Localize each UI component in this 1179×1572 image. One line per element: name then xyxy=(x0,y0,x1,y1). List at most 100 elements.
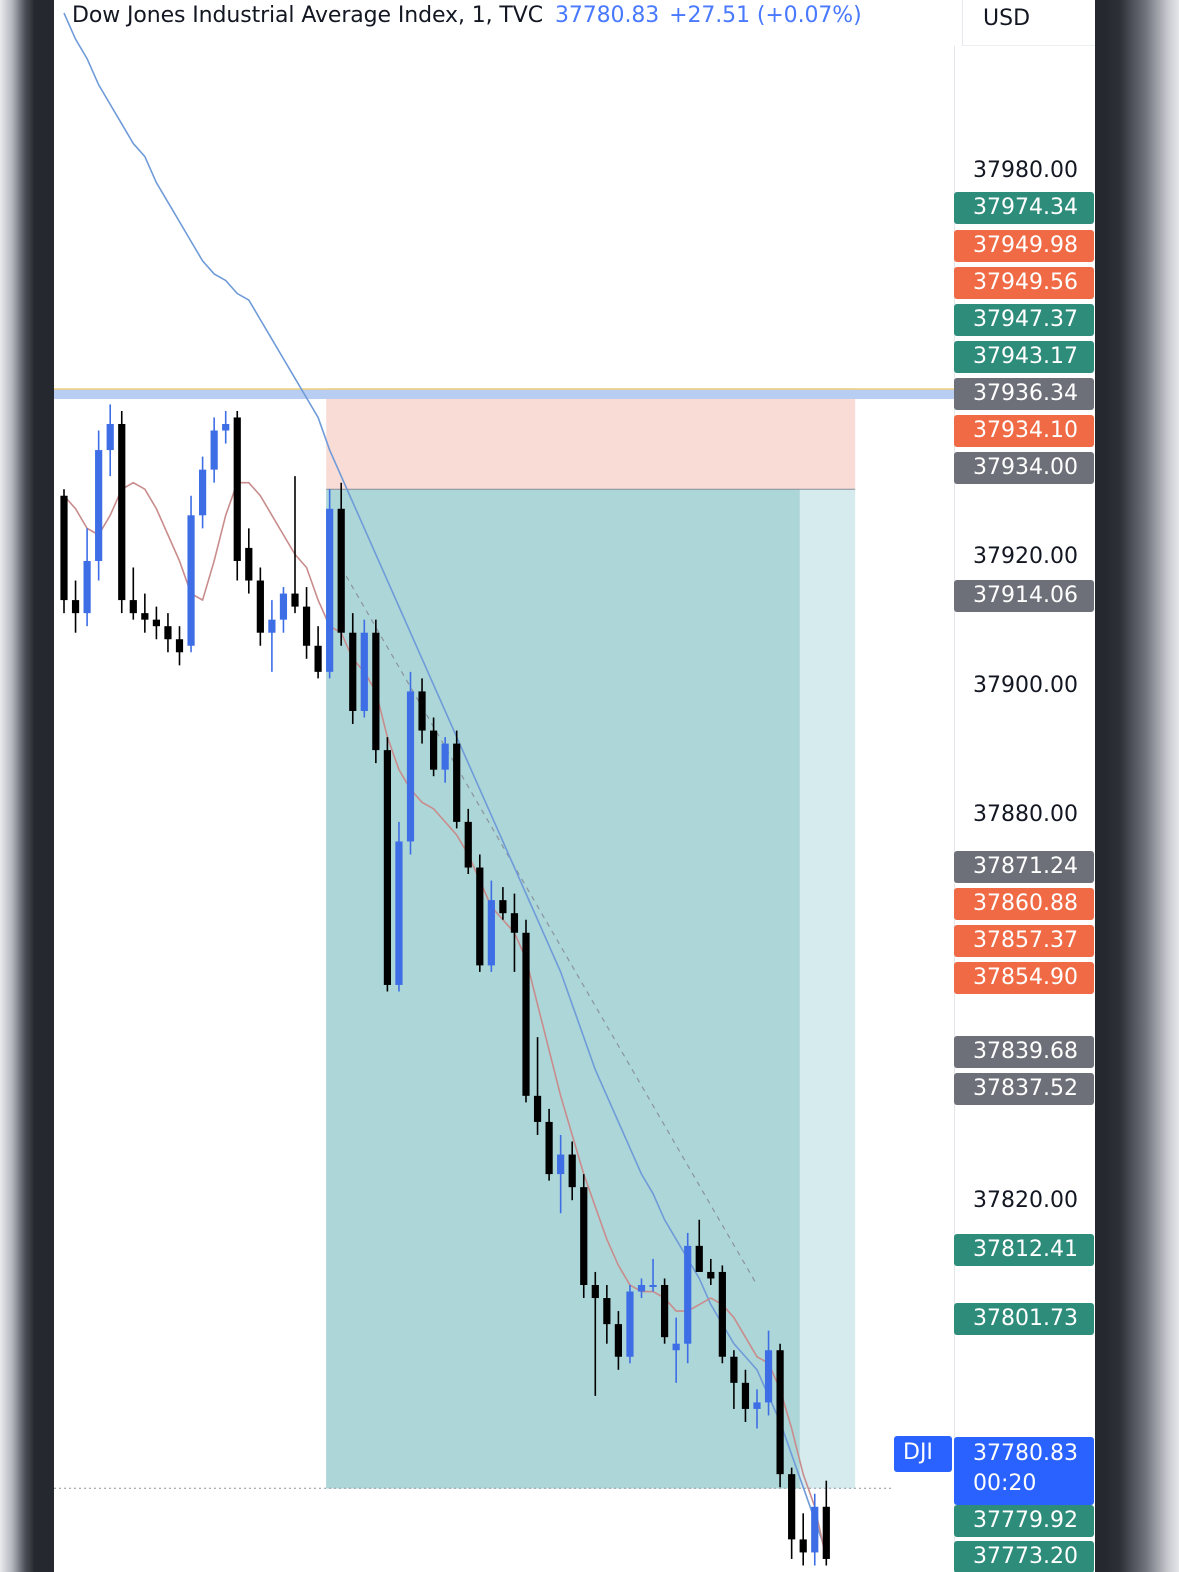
candle-body xyxy=(533,1095,542,1122)
candle-body xyxy=(222,423,230,431)
device-frame-left xyxy=(0,0,34,1572)
candle-body xyxy=(129,600,137,614)
candle-body xyxy=(499,900,507,914)
candle-body xyxy=(580,1187,588,1285)
price-tag: 37871.24 xyxy=(954,851,1094,883)
y-tick-label: 37880.00 xyxy=(973,802,1078,827)
price-tag: 37839.68 xyxy=(954,1036,1094,1068)
candle-body xyxy=(210,430,218,470)
candle-body xyxy=(118,423,126,601)
candle-body xyxy=(302,606,311,646)
legend-last-value: 37780.83 xyxy=(554,3,660,28)
candle-body xyxy=(430,730,438,770)
candle-body xyxy=(418,691,426,731)
price-tag: 37974.34 xyxy=(954,192,1094,224)
candle-body xyxy=(487,900,495,966)
device-frame-right xyxy=(1105,0,1179,1572)
candle-body xyxy=(684,1245,692,1344)
candle-body xyxy=(233,417,241,561)
candle-body xyxy=(637,1284,646,1292)
symbol-label: Dow Jones Industrial Average Index, 1, T… xyxy=(72,3,543,28)
trade-path-dashed xyxy=(340,567,758,1286)
candle-body xyxy=(822,1506,830,1559)
price-tag: 37857.37 xyxy=(954,925,1094,957)
candle-body xyxy=(718,1271,726,1357)
legend-change: +27.51 (+0.07%) xyxy=(669,3,862,28)
price-tag: 37936.34 xyxy=(954,378,1094,410)
candle-body xyxy=(395,841,403,985)
price-tag: 37812.41 xyxy=(954,1234,1094,1266)
candle-body xyxy=(464,821,472,868)
price-tag: 37854.90 xyxy=(954,962,1094,994)
candle-body xyxy=(291,593,299,607)
candle-body xyxy=(764,1350,773,1403)
chart-screen[interactable]: Dow Jones Industrial Average Index, 1, T… xyxy=(54,0,1095,1572)
price-tag: 37914.06 xyxy=(954,580,1094,612)
candle-body xyxy=(406,691,415,842)
candle-body xyxy=(811,1506,819,1553)
candle-body xyxy=(476,867,484,966)
candle-body xyxy=(314,645,322,672)
candle-body xyxy=(672,1343,680,1351)
candle-body xyxy=(799,1539,807,1553)
candle-body xyxy=(591,1284,599,1299)
take-profit-zone xyxy=(326,489,800,1489)
candle-body xyxy=(349,632,357,711)
candle-body xyxy=(95,450,103,561)
candle-body xyxy=(568,1154,576,1188)
price-tag: 37949.56 xyxy=(954,267,1094,299)
candle-body xyxy=(279,593,288,620)
candle-body xyxy=(164,626,172,640)
candle-body xyxy=(141,613,149,620)
y-tick-label: 37820.00 xyxy=(973,1188,1078,1213)
candle-body xyxy=(71,600,80,614)
candle-body xyxy=(707,1271,715,1279)
price-tag: 37947.37 xyxy=(954,304,1094,336)
candle-body xyxy=(510,913,519,933)
candle-body xyxy=(106,423,114,451)
price-tag: 37779.92 xyxy=(954,1505,1094,1537)
candle-body xyxy=(453,743,461,822)
candle-body xyxy=(730,1356,738,1383)
candle-body xyxy=(776,1350,784,1475)
device-bezel-left xyxy=(34,0,54,1572)
candle-body xyxy=(326,508,334,672)
candle-body xyxy=(441,743,449,770)
price-tag: 37943.17 xyxy=(954,341,1094,373)
candle-body xyxy=(522,932,530,1096)
candle-body xyxy=(741,1382,750,1409)
price-tag: 37934.10 xyxy=(954,415,1094,447)
candle-body xyxy=(614,1324,622,1357)
last-price-value: 37780.83 xyxy=(973,1441,1078,1466)
price-tag: 37837.52 xyxy=(954,1073,1094,1105)
price-tag: 37860.88 xyxy=(954,888,1094,920)
candle-body xyxy=(383,750,391,985)
candle-body xyxy=(245,547,253,581)
price-tag: 37773.20 xyxy=(954,1541,1094,1572)
price-tag: 37934.00 xyxy=(954,452,1094,484)
currency-button[interactable]: USD xyxy=(962,0,1095,46)
candle-body xyxy=(187,515,195,646)
y-tick-label: 37980.00 xyxy=(973,158,1078,183)
candle-body xyxy=(603,1298,611,1325)
candle-body xyxy=(337,508,345,633)
candle-body xyxy=(626,1291,634,1357)
y-tick-label: 37900.00 xyxy=(973,673,1078,698)
last-price-tag: 37780.83 00:20 xyxy=(954,1437,1094,1505)
candle-body xyxy=(557,1154,565,1175)
price-chart[interactable] xyxy=(54,0,1095,1572)
candle-body xyxy=(649,1284,657,1287)
candle-body xyxy=(175,639,184,653)
candle-body xyxy=(60,495,68,601)
candle-body xyxy=(83,560,91,614)
candle-body xyxy=(661,1284,669,1338)
candle-body xyxy=(268,619,276,633)
candle-body xyxy=(372,632,380,751)
horizontal-level-band xyxy=(54,388,954,399)
device-bezel-right xyxy=(1095,0,1105,1572)
candle-body xyxy=(695,1245,703,1272)
candle-body xyxy=(360,632,368,711)
symbol-badge: DJI xyxy=(894,1436,952,1472)
y-tick-label: 37920.00 xyxy=(973,544,1078,569)
ema-slow-line xyxy=(63,12,828,1553)
